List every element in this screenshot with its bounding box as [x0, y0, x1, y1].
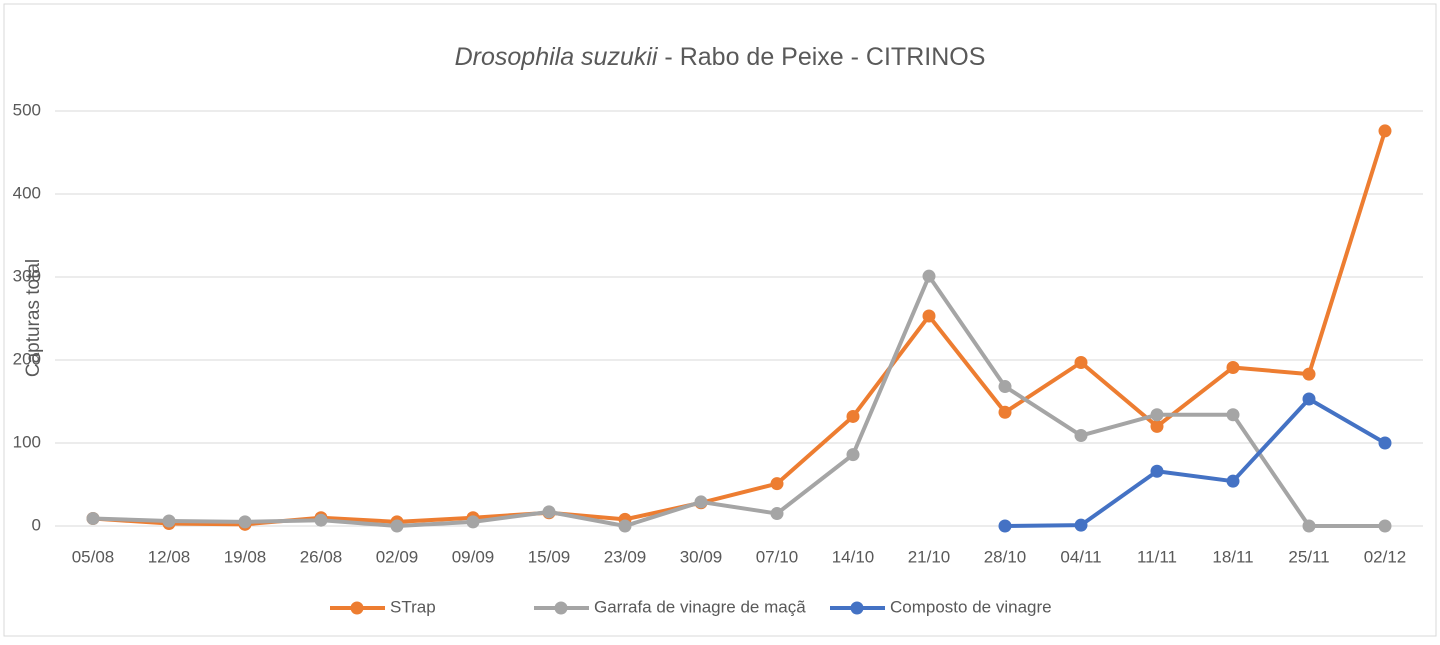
y-tick-label: 200	[13, 349, 41, 368]
legend-marker	[850, 601, 864, 615]
point	[998, 380, 1012, 394]
series-line	[1004, 397, 1387, 528]
legend-marker	[350, 601, 364, 615]
point	[846, 448, 860, 462]
point	[1302, 367, 1316, 381]
x-tick-label: 19/08	[224, 547, 267, 566]
point	[1226, 408, 1240, 422]
x-tick-label: 02/12	[1364, 547, 1407, 566]
point	[1302, 519, 1316, 533]
series-line	[92, 274, 1385, 528]
point	[1226, 474, 1240, 488]
x-tick-label: 09/09	[452, 547, 495, 566]
x-tick-label: 07/10	[756, 547, 799, 566]
point	[1074, 429, 1088, 443]
x-tick-label: 30/09	[680, 547, 723, 566]
point	[618, 519, 632, 533]
x-tick-label: 05/08	[72, 547, 115, 566]
point	[162, 514, 176, 528]
point	[998, 405, 1012, 419]
point	[1302, 392, 1316, 406]
y-tick-label: 0	[32, 515, 41, 534]
x-tick-label: 18/11	[1212, 547, 1253, 566]
point	[1074, 518, 1088, 532]
x-tick-label: 14/10	[832, 547, 875, 566]
y-tick-label: 500	[13, 100, 41, 119]
x-tick-label: 15/09	[528, 547, 571, 566]
point	[1150, 419, 1164, 433]
point	[86, 512, 100, 526]
legend-marker	[554, 601, 568, 615]
point	[694, 495, 708, 509]
title-italic: Drosophila suzukii	[455, 43, 659, 71]
x-tick-label: 04/11	[1060, 547, 1101, 566]
point	[1378, 124, 1392, 138]
y-tick-label: 400	[13, 183, 41, 202]
x-tick-label: 28/10	[984, 547, 1027, 566]
point	[390, 519, 404, 533]
chart-title: Drosophila suzukii - Rabo de Peixe - CIT…	[455, 43, 986, 71]
x-tick-label: 23/09	[604, 547, 647, 566]
point	[542, 505, 556, 519]
x-tick-label: 12/08	[148, 547, 191, 566]
x-tick-label: 25/11	[1288, 547, 1329, 566]
chart-frame	[3, 3, 1437, 637]
point	[1150, 408, 1164, 422]
point	[466, 515, 480, 529]
point	[922, 309, 936, 323]
y-tick-label: 300	[13, 266, 41, 285]
point	[1378, 436, 1392, 450]
point	[1074, 355, 1088, 369]
y-tick-label: 100	[13, 432, 41, 451]
point	[922, 269, 936, 283]
point	[770, 507, 784, 521]
point	[846, 409, 860, 423]
x-tick-label: 02/09	[376, 547, 419, 566]
point	[998, 519, 1012, 533]
x-tick-label: 11/11	[1137, 547, 1177, 566]
legend-label: Composto de vinagre	[890, 597, 1052, 616]
point	[1226, 360, 1240, 374]
legend-label: STrap	[390, 597, 436, 616]
point	[1378, 519, 1392, 533]
title-rest: - Rabo de Peixe - CITRINOS	[657, 43, 985, 71]
legend-label: Garrafa de vinagre de maçã	[594, 597, 806, 616]
point	[314, 513, 328, 527]
point	[770, 477, 784, 491]
y-axis-label: Capturas total	[23, 259, 44, 377]
point	[1150, 464, 1164, 478]
x-tick-label: 21/10	[908, 547, 951, 566]
x-tick-label: 26/08	[300, 547, 343, 566]
point	[238, 515, 252, 529]
